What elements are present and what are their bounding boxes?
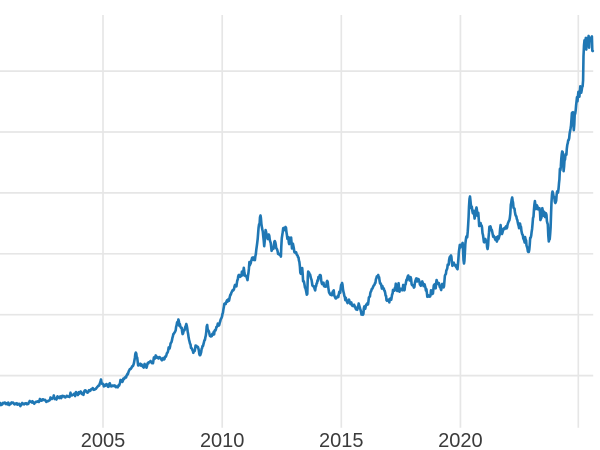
svg-text:2010: 2010	[200, 430, 245, 450]
svg-text:2005: 2005	[81, 430, 126, 450]
svg-text:2015: 2015	[319, 430, 364, 450]
svg-text:2020: 2020	[438, 430, 483, 450]
